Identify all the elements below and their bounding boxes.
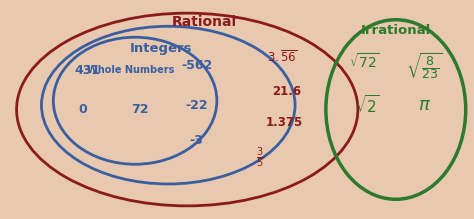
Text: $\sqrt{\dfrac{8}{23}}$: $\sqrt{\dfrac{8}{23}}$ <box>406 51 442 81</box>
Text: 431: 431 <box>74 64 101 77</box>
Text: -22: -22 <box>185 99 208 112</box>
Text: -562: -562 <box>181 59 212 72</box>
Text: 21.6: 21.6 <box>272 85 301 99</box>
Text: 1.375: 1.375 <box>266 116 303 129</box>
Text: -3: -3 <box>190 134 204 147</box>
Text: Whole Numbers: Whole Numbers <box>87 65 174 75</box>
Text: $\pi$: $\pi$ <box>418 96 431 114</box>
Text: $\frac{3}{5}$: $\frac{3}{5}$ <box>255 145 264 170</box>
Text: $3.\overline{56}$: $3.\overline{56}$ <box>267 49 297 65</box>
Text: 72: 72 <box>131 103 148 116</box>
Text: $\sqrt{2}$: $\sqrt{2}$ <box>355 94 380 116</box>
Text: Irrational: Irrational <box>361 24 431 37</box>
Text: 0: 0 <box>79 103 87 116</box>
Text: Integers: Integers <box>130 42 192 55</box>
Text: Rational: Rational <box>171 15 237 29</box>
Text: $\sqrt{72}$: $\sqrt{72}$ <box>348 52 380 71</box>
